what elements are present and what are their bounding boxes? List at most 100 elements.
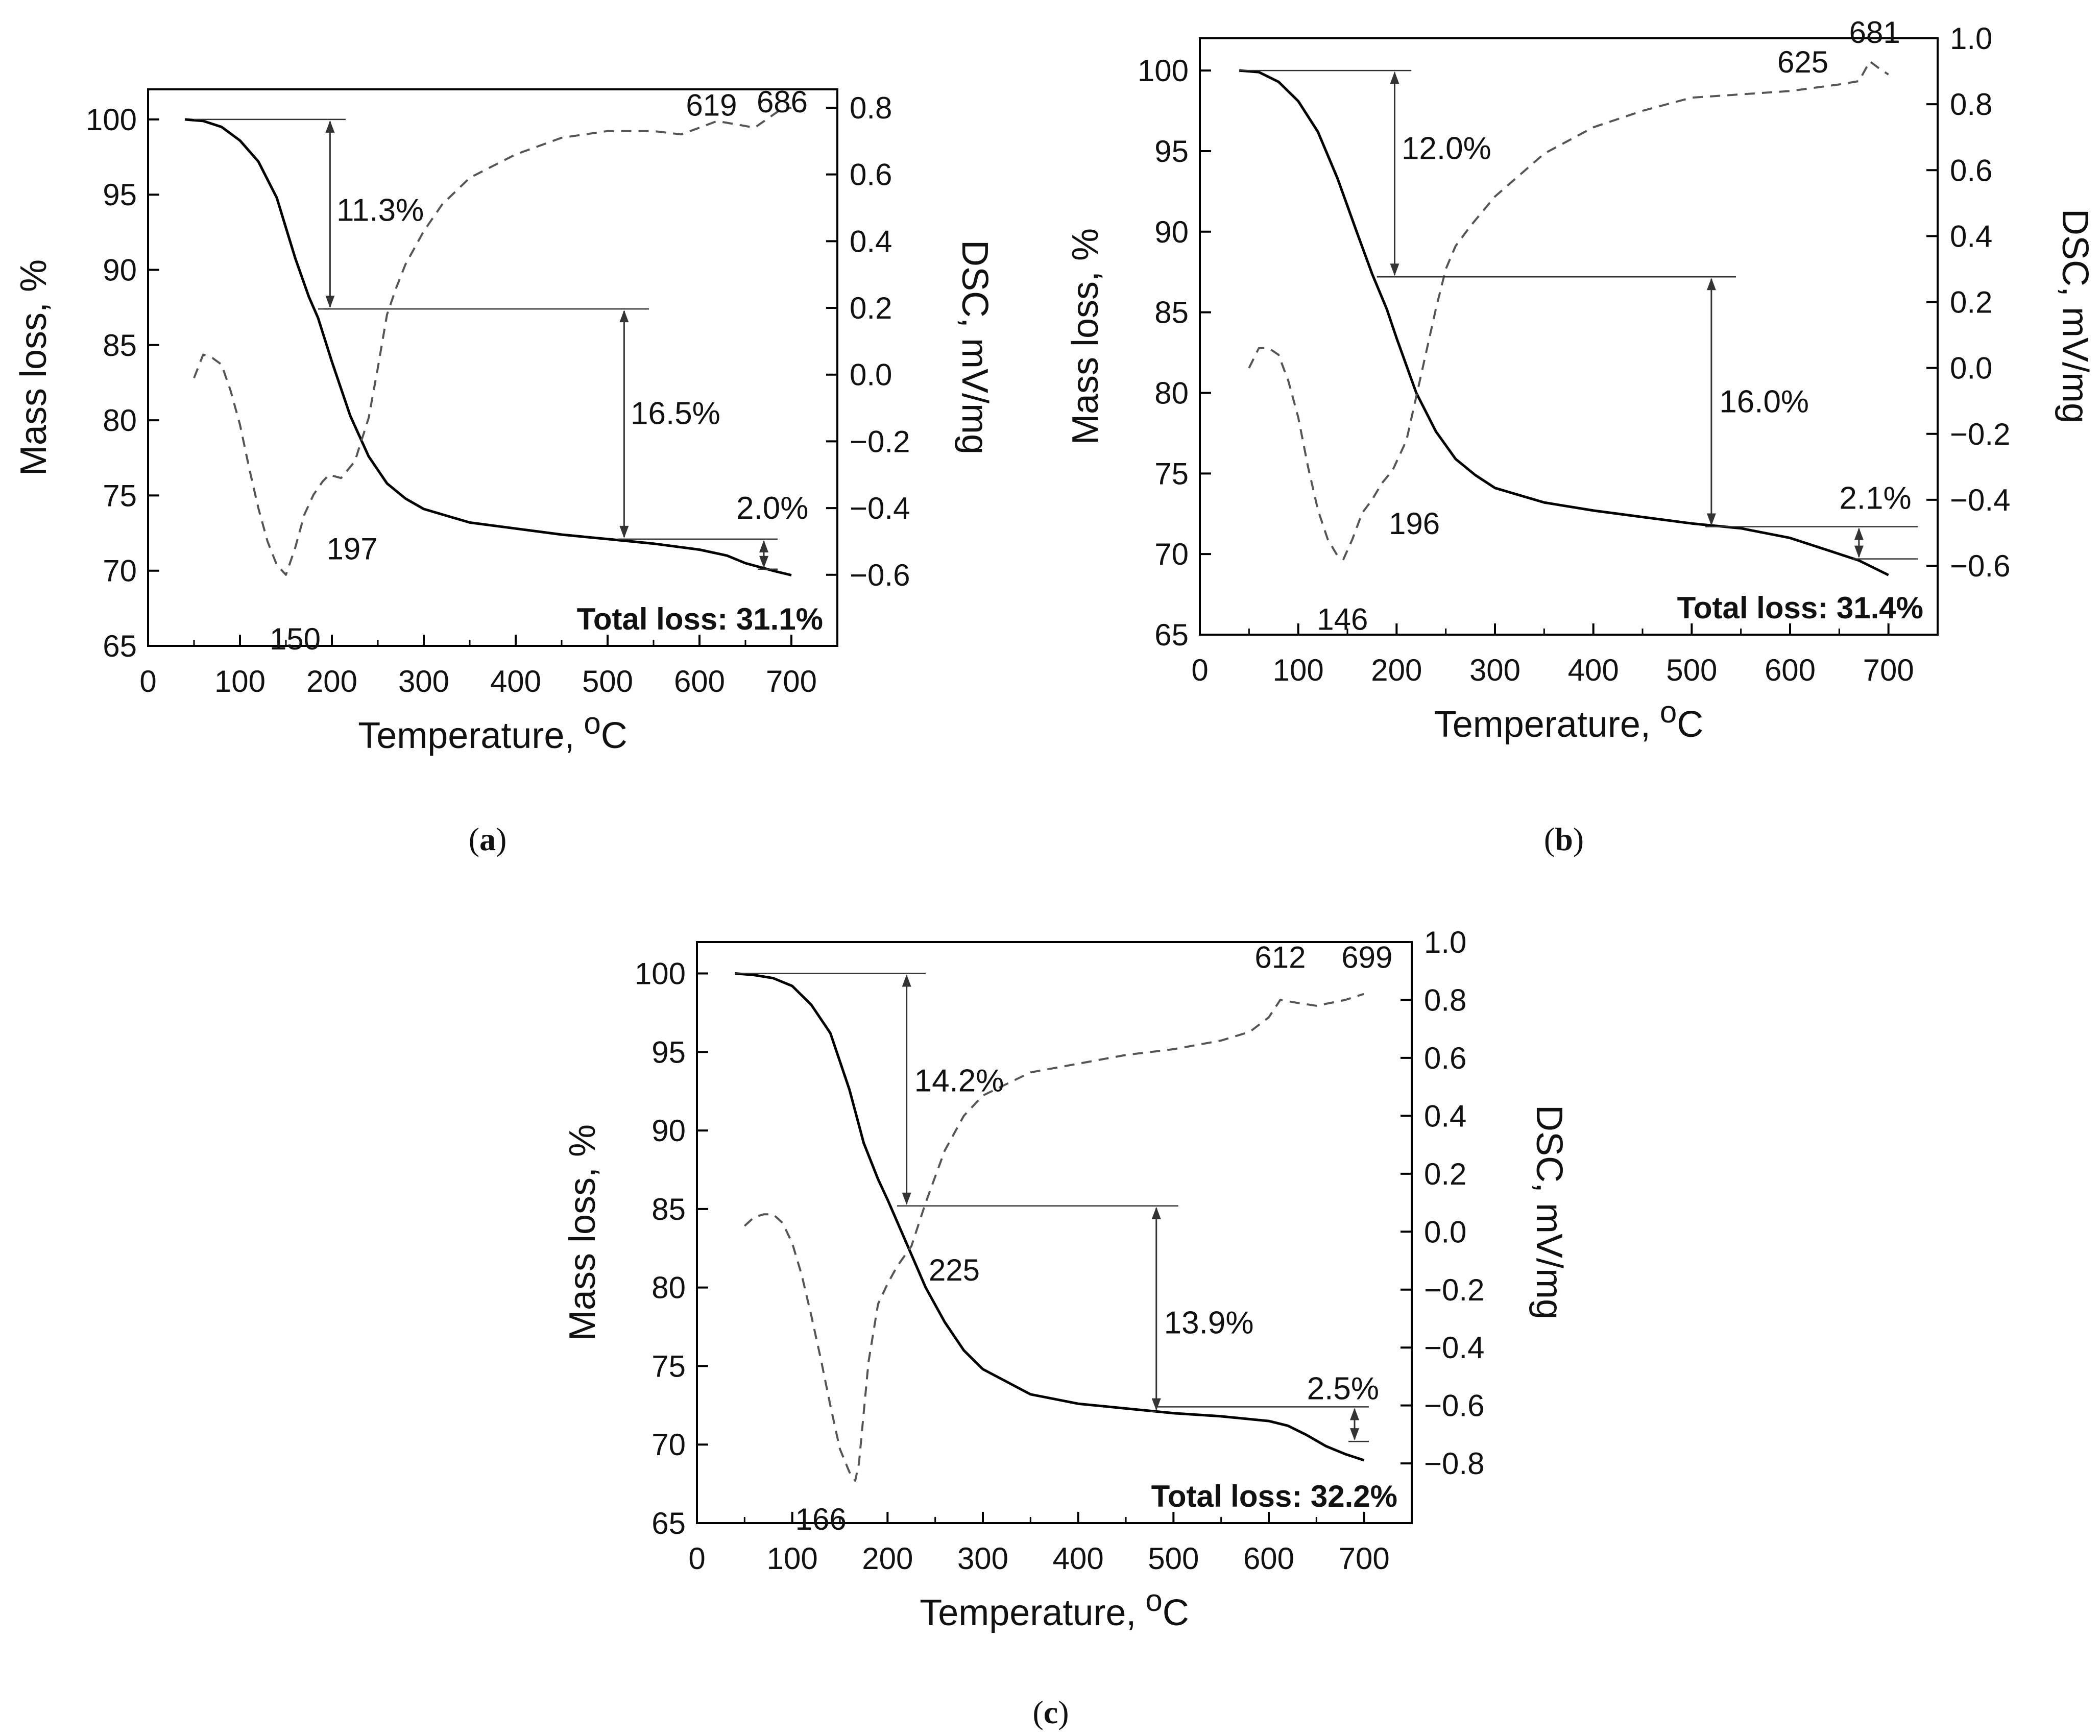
y2-tick-label: −0.4	[1424, 1331, 1484, 1365]
y2-tick-label: −0.2	[1424, 1273, 1484, 1307]
y2-tick-label: 0.8	[850, 91, 892, 125]
plot-frame	[1199, 37, 1939, 636]
step-percent-label: 16.5%	[631, 396, 720, 431]
y2-tick-label: 0.2	[850, 291, 892, 325]
y-tick-label: 70	[103, 554, 137, 588]
y2-tick-label: 1.0	[1424, 925, 1466, 959]
peak-temperature-label: 225	[929, 1253, 980, 1287]
x-tick-label: 100	[767, 1541, 818, 1576]
caption-letter: a	[479, 821, 496, 857]
panel-caption: (c)	[1032, 1694, 1069, 1730]
x-tick-label: 500	[582, 664, 633, 698]
step-arrowhead-down	[1706, 513, 1716, 526]
step-percent-label: 2.5%	[1307, 1371, 1379, 1406]
y-tick-label: 85	[1154, 296, 1189, 330]
y-tick-label: 90	[103, 253, 137, 287]
y2-tick-label: 0.2	[1950, 285, 1992, 320]
x-axis-title-unit: C	[1163, 1593, 1189, 1633]
y2-tick-label: 1.0	[1950, 21, 1992, 56]
y-tick-label: 85	[651, 1192, 686, 1226]
x-axis-title: Temperature, oC	[358, 706, 627, 756]
y-tick-label: 95	[651, 1035, 686, 1069]
peak-temperature-label: 699	[1341, 940, 1392, 974]
peak-temperature-label: 612	[1254, 940, 1306, 974]
y2-tick-label: 0.8	[1424, 983, 1466, 1017]
peak-temperature-label: 166	[795, 1502, 847, 1536]
x-tick-label: 100	[214, 664, 265, 698]
caption-paren-open: (	[1032, 1694, 1043, 1730]
y-tick-label: 100	[1138, 54, 1189, 88]
y-axis-title: Mass loss, %	[562, 1124, 603, 1341]
x-axis-title: Temperature, oC	[920, 1583, 1189, 1633]
y-tick-label: 65	[1154, 618, 1189, 652]
x-axis-title-unit: C	[601, 715, 627, 756]
y-tick-label: 90	[651, 1114, 686, 1148]
step-percent-label: 13.9%	[1164, 1305, 1254, 1340]
y-tick-label: 75	[1154, 456, 1189, 491]
y-axis-title: Mass loss, %	[1065, 228, 1106, 445]
y2-tick-label: −0.6	[1950, 549, 2010, 583]
tga-curve	[735, 972, 1365, 1462]
dsc-curve	[1248, 60, 1889, 561]
chart-panel-a: 0 100 200 300 400 500 600 700 65 70 75 80 85 90 95 100 −…	[13, 85, 995, 857]
step-arrowhead-down	[325, 296, 335, 308]
total-loss-label: Total loss: 31.4%	[1677, 591, 1923, 625]
total-loss-label: Total loss: 32.2%	[1151, 1479, 1397, 1513]
y2-tick-label: 0.6	[850, 158, 892, 192]
x-tick-label: 700	[1339, 1541, 1390, 1576]
step-percent-label: 16.0%	[1719, 384, 1809, 419]
step-arrowhead-up	[619, 310, 629, 323]
x-tick-label: 700	[766, 664, 817, 698]
y2-tick-label: 0.4	[850, 224, 892, 258]
caption-letter: b	[1555, 821, 1573, 857]
caption-paren-open: (	[469, 821, 479, 857]
step-arrowhead-down	[902, 1192, 911, 1205]
step-arrowhead-down	[1350, 1428, 1359, 1441]
x-axis-title-sup: o	[1660, 695, 1677, 729]
x-axis-title-unit: C	[1677, 704, 1703, 745]
plot-frame	[147, 88, 838, 647]
y-tick-label: 70	[1154, 537, 1189, 571]
x-tick-label: 400	[490, 664, 541, 698]
step-arrowhead-down	[1151, 1398, 1161, 1411]
x-tick-label: 400	[1053, 1541, 1104, 1576]
y2-tick-label: 0.6	[1424, 1041, 1466, 1075]
caption-paren-close: )	[1573, 821, 1584, 857]
step-percent-label: 12.0%	[1402, 131, 1491, 166]
y2-tick-label: −0.2	[1950, 417, 2010, 451]
y2-tick-label: −0.6	[850, 558, 910, 592]
x-tick-label: 200	[306, 664, 357, 698]
x-tick-label: 200	[862, 1541, 913, 1576]
y2-tick-label: 0.0	[1424, 1215, 1466, 1249]
chart-panel-c: 0 100 200 300 400 500 600 700 65 70 75 80 85 90 95 100 −…	[562, 925, 1570, 1730]
step-arrowhead-up	[902, 974, 911, 987]
step-arrowhead-down	[619, 525, 629, 538]
x-tick-label: 0	[139, 664, 156, 698]
y2-tick-label: −0.8	[1424, 1446, 1484, 1481]
y2-tick-label: −0.2	[850, 424, 910, 459]
y-tick-label: 70	[651, 1428, 686, 1462]
y-tick-label: 95	[1154, 134, 1189, 168]
x-axis-title-text: Temperature,	[358, 715, 574, 756]
total-loss-label: Total loss: 31.1%	[577, 602, 823, 636]
peak-temperature-label: 681	[1849, 15, 1900, 50]
y2-tick-label: 0.6	[1950, 153, 1992, 187]
peak-temperature-label: 619	[686, 88, 737, 122]
peak-temperature-label: 150	[270, 622, 321, 656]
x-tick-label: 600	[1243, 1541, 1294, 1576]
y2-tick-label: −0.4	[1950, 483, 2010, 517]
x-tick-label: 500	[1666, 653, 1717, 687]
y-tick-label: 100	[86, 103, 137, 137]
x-tick-label: 500	[1148, 1541, 1199, 1576]
x-axis-title-sup: o	[1145, 1583, 1162, 1618]
x-axis-title-text: Temperature,	[920, 1593, 1136, 1633]
peak-temperature-label: 197	[327, 532, 378, 566]
step-arrowhead-down	[1390, 263, 1399, 276]
y2-axis-title: DSC, mV/mg	[954, 240, 995, 454]
step-arrowhead-up	[759, 540, 768, 552]
step-percent-label: 11.3%	[336, 193, 424, 228]
peak-temperature-label: 146	[1317, 602, 1368, 636]
step-arrowhead-up	[325, 120, 335, 133]
tga-curve	[184, 118, 792, 576]
